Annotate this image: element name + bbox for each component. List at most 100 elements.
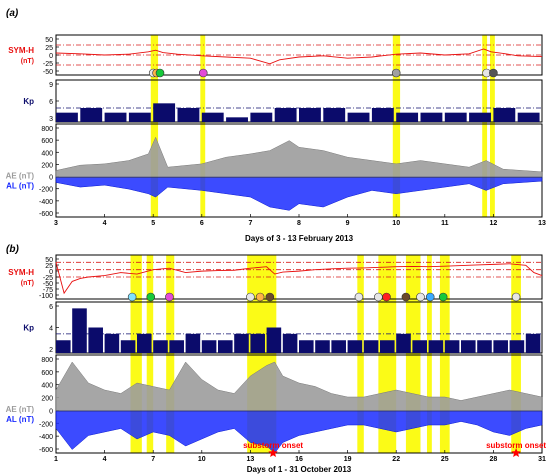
x-tick-label: 10: [198, 456, 206, 463]
kp-bar: [396, 333, 411, 353]
highlight-band: [482, 35, 488, 217]
ylabel-unit: (nT): [21, 58, 34, 65]
kp-bar: [266, 327, 282, 353]
event-marker: [391, 68, 401, 78]
ylabel: Kp: [23, 324, 34, 333]
y-tick-label: 800: [41, 357, 53, 364]
panel-label: (a): [6, 8, 19, 19]
y-tick-label: -200: [39, 187, 53, 194]
y-tick-label: -75: [43, 287, 53, 294]
kp-bar: [104, 112, 127, 122]
kp-bar: [412, 340, 427, 353]
kp-bar: [72, 308, 87, 353]
event-marker: [438, 292, 448, 302]
ylabel: SYM-H: [8, 46, 34, 55]
ylabel: AE (nT): [6, 405, 35, 414]
event-marker: [255, 292, 265, 302]
y-tick-label: -200: [39, 421, 53, 428]
kp-bar: [250, 333, 265, 353]
al-area: [55, 410, 543, 454]
y-tick-label: 0: [49, 269, 53, 276]
y-tick-label: 400: [41, 383, 53, 390]
x-tick-label: 5: [151, 220, 155, 227]
kp-bar: [201, 112, 224, 122]
y-tick-label: -50: [43, 69, 53, 76]
y-tick-label: -400: [39, 434, 53, 441]
kp-bar: [461, 340, 476, 353]
kp-bar: [525, 333, 541, 353]
kp-bar: [201, 340, 217, 353]
y-tick-label: 0: [49, 408, 53, 415]
event-marker: [416, 292, 425, 302]
x-tick-label: 25: [441, 456, 449, 463]
event-marker: [155, 68, 165, 78]
kp-bar: [315, 340, 330, 353]
y-tick-label: 3: [49, 116, 53, 123]
ae-area: [55, 136, 543, 178]
kp-bar: [56, 340, 71, 353]
highlight-band: [200, 35, 206, 217]
kp-bar: [282, 333, 298, 353]
kp-bar: [274, 108, 297, 122]
onset-star-icon: [511, 448, 521, 457]
x-tick-label: 3: [54, 220, 58, 227]
x-axis-label: Days of 1 - 31 October 2013: [247, 465, 352, 474]
y-tick-label: 6: [49, 99, 53, 106]
ae-area: [55, 361, 543, 412]
kp-bar: [493, 108, 516, 122]
kp-bar: [80, 108, 103, 122]
kp-bar: [185, 333, 201, 353]
y-tick-label: 0: [49, 53, 53, 60]
event-marker: [401, 292, 411, 302]
x-tick-label: 7: [248, 220, 252, 227]
ylabel: Kp: [23, 97, 34, 106]
y-tick-label: 400: [41, 150, 53, 157]
x-tick-label: 12: [490, 220, 498, 227]
kp-bar: [226, 117, 248, 122]
kp-bar: [469, 112, 491, 122]
kp-bar: [363, 340, 379, 353]
kp-bar: [299, 340, 314, 353]
kp-bar: [517, 112, 540, 122]
x-tick-label: 7: [151, 456, 155, 463]
y-tick-label: 6: [49, 304, 53, 311]
x-tick-label: 1: [54, 456, 58, 463]
kp-bar: [331, 340, 346, 353]
x-tick-label: 28: [490, 456, 498, 463]
y-tick-label: -25: [43, 61, 53, 68]
highlight-band: [130, 255, 142, 453]
event-marker: [382, 292, 391, 302]
x-tick-label: 13: [247, 456, 255, 463]
x-tick-label: 19: [344, 456, 352, 463]
kp-bar: [120, 340, 136, 353]
kp-bar: [137, 333, 152, 353]
y-tick-label: 0: [49, 175, 53, 182]
y-tick-label: 800: [41, 126, 53, 133]
highlight-band: [357, 255, 364, 453]
annotation-text: substorm onset: [243, 441, 303, 450]
y-tick-label: 2: [49, 347, 53, 354]
onset-star-icon: [268, 448, 278, 457]
event-marker: [146, 292, 156, 302]
kp-bar: [88, 327, 103, 353]
annotation-text: substorm onset: [486, 441, 546, 450]
kp-bar: [493, 340, 508, 353]
x-axis-label: Days of 3 - 13 February 2013: [245, 234, 354, 243]
kp-bar: [323, 108, 346, 122]
ylabel: AL (nT): [6, 182, 34, 191]
y-tick-label: 25: [45, 45, 53, 52]
kp-bar: [56, 112, 78, 122]
kp-bar: [234, 333, 249, 353]
x-tick-label: 9: [346, 220, 350, 227]
ylabel-unit: (nT): [21, 280, 34, 287]
kp-bar: [177, 108, 200, 122]
x-tick-label: 13: [538, 220, 546, 227]
event-marker: [354, 292, 364, 302]
kp-bar: [371, 108, 394, 122]
event-marker: [198, 68, 208, 78]
y-tick-label: 600: [41, 138, 53, 145]
kp-bar: [153, 340, 168, 353]
x-tick-label: 11: [441, 220, 449, 227]
event-marker: [425, 292, 435, 302]
